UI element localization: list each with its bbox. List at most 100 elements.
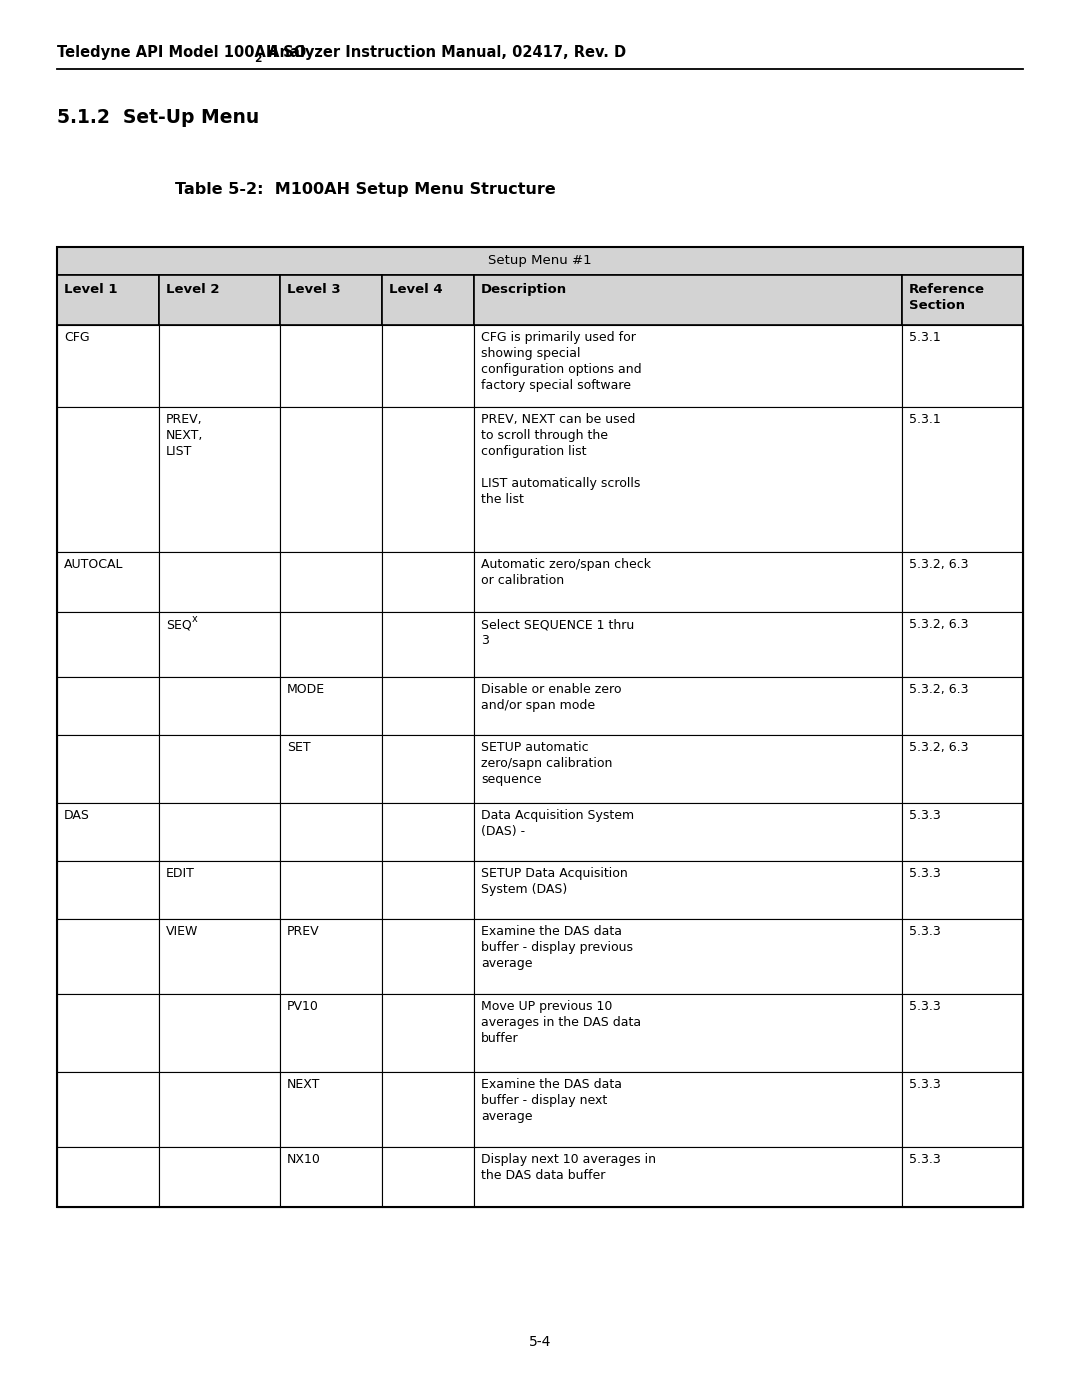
Bar — [902, 803, 1023, 861]
Bar — [382, 326, 474, 407]
Bar — [57, 861, 159, 919]
Bar — [159, 1071, 280, 1147]
Bar — [57, 247, 1023, 1207]
Bar — [474, 407, 902, 552]
Text: 5.3.3: 5.3.3 — [909, 1153, 941, 1166]
Bar — [159, 407, 280, 552]
Bar — [902, 919, 1023, 995]
Text: 5.3.3: 5.3.3 — [909, 809, 941, 821]
Bar — [280, 612, 382, 678]
Bar — [382, 1071, 474, 1147]
Bar — [159, 552, 280, 612]
Bar — [280, 861, 382, 919]
Bar — [280, 326, 382, 407]
Bar — [474, 995, 902, 1071]
Text: Display next 10 averages in
the DAS data buffer: Display next 10 averages in the DAS data… — [481, 1153, 657, 1182]
Text: PV10: PV10 — [287, 1000, 319, 1013]
Bar — [57, 803, 159, 861]
Text: Reference
Section: Reference Section — [909, 284, 985, 312]
Bar — [280, 275, 382, 326]
Text: Setup Menu #1: Setup Menu #1 — [488, 254, 592, 267]
Bar — [902, 861, 1023, 919]
Text: SEQ: SEQ — [166, 617, 192, 631]
Bar — [474, 735, 902, 803]
Bar — [159, 678, 280, 735]
Text: EDIT: EDIT — [166, 868, 194, 880]
Bar — [57, 678, 159, 735]
Bar — [159, 1147, 280, 1207]
Bar — [902, 1147, 1023, 1207]
Bar — [902, 407, 1023, 552]
Text: 5.3.2, 6.3: 5.3.2, 6.3 — [909, 683, 969, 696]
Bar — [280, 735, 382, 803]
Text: Level 2: Level 2 — [166, 284, 219, 296]
Bar — [474, 1147, 902, 1207]
Text: Move UP previous 10
averages in the DAS data
buffer: Move UP previous 10 averages in the DAS … — [481, 1000, 642, 1045]
Bar — [57, 1147, 159, 1207]
Bar — [280, 1071, 382, 1147]
Bar — [57, 407, 159, 552]
Bar — [57, 735, 159, 803]
Text: NEXT: NEXT — [287, 1078, 321, 1091]
Bar — [382, 678, 474, 735]
Text: AUTOCAL: AUTOCAL — [64, 557, 123, 571]
Bar — [902, 326, 1023, 407]
Bar — [159, 612, 280, 678]
Bar — [902, 275, 1023, 326]
Bar — [57, 612, 159, 678]
Text: Teledyne API Model 100AH SO: Teledyne API Model 100AH SO — [57, 45, 307, 60]
Text: Select SEQUENCE 1 thru
3: Select SEQUENCE 1 thru 3 — [481, 617, 634, 647]
Bar — [159, 995, 280, 1071]
Bar — [902, 552, 1023, 612]
Bar — [159, 919, 280, 995]
Text: 5.1.2  Set-Up Menu: 5.1.2 Set-Up Menu — [57, 108, 259, 127]
Text: DAS: DAS — [64, 809, 90, 821]
Bar — [382, 407, 474, 552]
Text: Level 3: Level 3 — [287, 284, 340, 296]
Text: SETUP Data Acquisition
System (DAS): SETUP Data Acquisition System (DAS) — [481, 868, 627, 895]
Text: CFG is primarily used for
showing special
configuration options and
factory spec: CFG is primarily used for showing specia… — [481, 331, 642, 393]
Text: 5.3.1: 5.3.1 — [909, 331, 941, 344]
Bar — [474, 861, 902, 919]
Text: SETUP automatic
zero/sapn calibration
sequence: SETUP automatic zero/sapn calibration se… — [481, 740, 612, 787]
Bar — [280, 1147, 382, 1207]
Text: 5.3.1: 5.3.1 — [909, 414, 941, 426]
Bar — [159, 735, 280, 803]
Bar — [280, 552, 382, 612]
Text: PREV: PREV — [287, 925, 320, 937]
Text: Level 4: Level 4 — [389, 284, 443, 296]
Bar — [474, 275, 902, 326]
Bar — [902, 995, 1023, 1071]
Bar — [280, 407, 382, 552]
Bar — [902, 612, 1023, 678]
Text: 5.3.2, 6.3: 5.3.2, 6.3 — [909, 617, 969, 631]
Bar — [280, 678, 382, 735]
Bar — [382, 995, 474, 1071]
Text: Examine the DAS data
buffer - display next
average: Examine the DAS data buffer - display ne… — [481, 1078, 622, 1123]
Text: 5.3.3: 5.3.3 — [909, 868, 941, 880]
Text: VIEW: VIEW — [166, 925, 199, 937]
Bar — [474, 552, 902, 612]
Text: 5.3.3: 5.3.3 — [909, 1078, 941, 1091]
Text: Disable or enable zero
and/or span mode: Disable or enable zero and/or span mode — [481, 683, 622, 712]
Text: MODE: MODE — [287, 683, 325, 696]
Bar — [474, 919, 902, 995]
Text: Automatic zero/span check
or calibration: Automatic zero/span check or calibration — [481, 557, 651, 587]
Bar — [382, 552, 474, 612]
Bar — [474, 1071, 902, 1147]
Text: NX10: NX10 — [287, 1153, 321, 1166]
Text: 5.3.2, 6.3: 5.3.2, 6.3 — [909, 557, 969, 571]
Text: Description: Description — [481, 284, 567, 296]
Bar — [280, 803, 382, 861]
Bar — [159, 803, 280, 861]
Text: Table 5-2:  M100AH Setup Menu Structure: Table 5-2: M100AH Setup Menu Structure — [175, 182, 556, 197]
Text: Level 1: Level 1 — [64, 284, 118, 296]
Bar — [382, 1147, 474, 1207]
Bar — [382, 919, 474, 995]
Bar — [57, 919, 159, 995]
Bar — [902, 678, 1023, 735]
Text: x: x — [192, 615, 198, 624]
Text: 5.3.3: 5.3.3 — [909, 925, 941, 937]
Text: 5-4: 5-4 — [529, 1336, 551, 1350]
Bar — [280, 919, 382, 995]
